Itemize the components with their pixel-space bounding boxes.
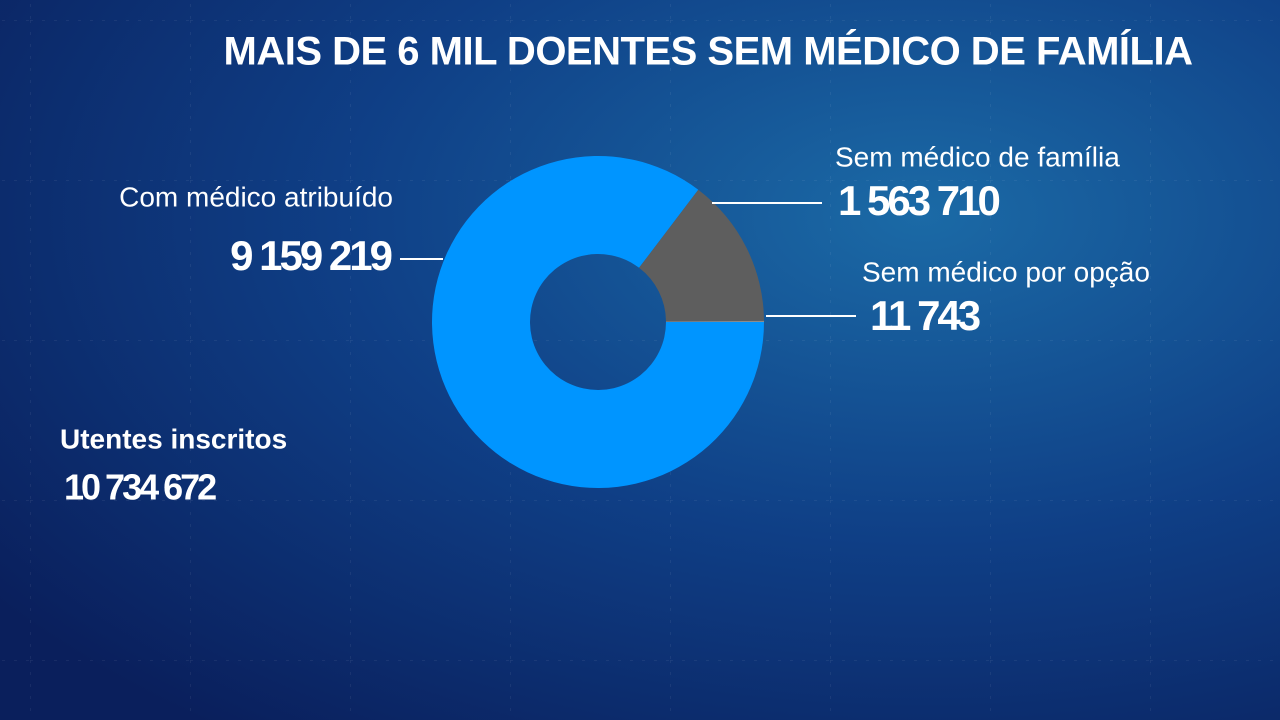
chart-title: MAIS DE 6 MIL DOENTES SEM MÉDICO DE FAMÍ… bbox=[224, 29, 1193, 74]
segment-label: Sem médico por opção bbox=[862, 256, 1150, 287]
segment-value: 11 743 bbox=[870, 292, 980, 339]
segment-label: Sem médico de família bbox=[835, 141, 1120, 172]
total-value: 10 734 672 bbox=[64, 467, 216, 508]
donut-segment bbox=[639, 189, 764, 322]
segment-label: Com médico atribuído bbox=[119, 181, 393, 212]
segment-value: 1 563 710 bbox=[838, 177, 999, 224]
segment-value: 9 159 219 bbox=[230, 232, 391, 279]
donut-segment bbox=[665, 320, 764, 322]
donut-segment bbox=[431, 155, 764, 488]
total-label: Utentes inscritos bbox=[60, 423, 287, 454]
donut bbox=[431, 155, 764, 488]
